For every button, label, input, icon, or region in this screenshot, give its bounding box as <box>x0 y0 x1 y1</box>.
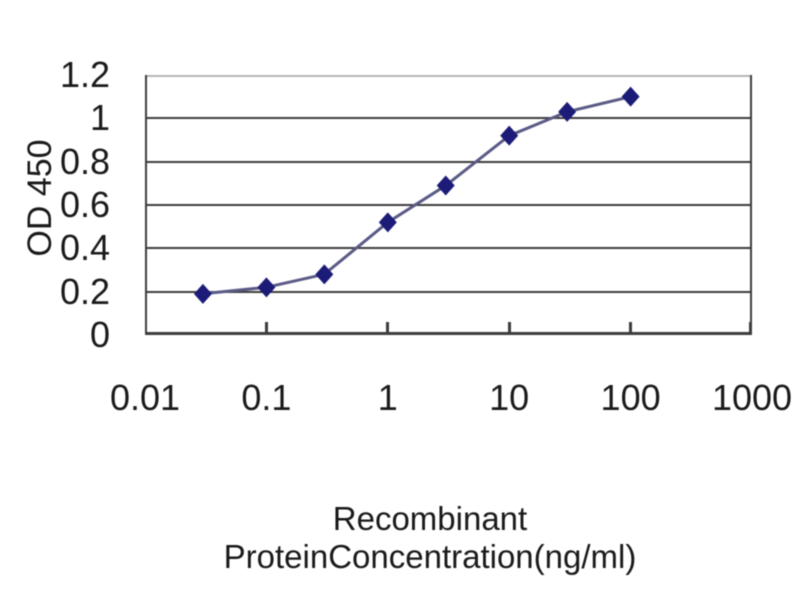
gridline-y-0.6 <box>147 204 750 206</box>
x-axis-tick-0.1 <box>264 322 268 332</box>
gridline-y-0.4 <box>147 247 750 250</box>
y-tick-label: 0 <box>89 314 110 355</box>
x-tick-label: 0.01 <box>109 377 181 418</box>
plot-area <box>145 75 752 335</box>
gridline-y-0.2 <box>147 290 750 293</box>
gridline-y-1 <box>147 117 750 120</box>
x-tick-label: 0.1 <box>241 377 292 418</box>
x-axis-title: Recombinant ProteinConcentration(ng/ml) <box>223 500 637 575</box>
y-tick-label: 0.4 <box>59 227 110 269</box>
gridline-y-1.2 <box>147 75 750 77</box>
x-tick-label: 100 <box>600 377 661 418</box>
gridline-y-0.8 <box>147 160 750 163</box>
x-axis-tick-100 <box>629 322 633 332</box>
x-axis-tick-10 <box>507 322 511 332</box>
x-tick-label: 1000 <box>711 377 793 418</box>
x-axis-tick-1000 <box>749 322 752 332</box>
y-tick-label: 0.8 <box>59 140 110 182</box>
x-tick-label: 1 <box>377 377 398 418</box>
y-tick-label: 1.2 <box>59 54 110 95</box>
x-axis-tick-1 <box>386 322 390 332</box>
y-tick-label: 0.6 <box>59 184 110 225</box>
y-tick-label: 1 <box>89 97 110 139</box>
x-tick-label: 10 <box>489 377 530 418</box>
y-tick-label: 0.2 <box>59 270 110 312</box>
